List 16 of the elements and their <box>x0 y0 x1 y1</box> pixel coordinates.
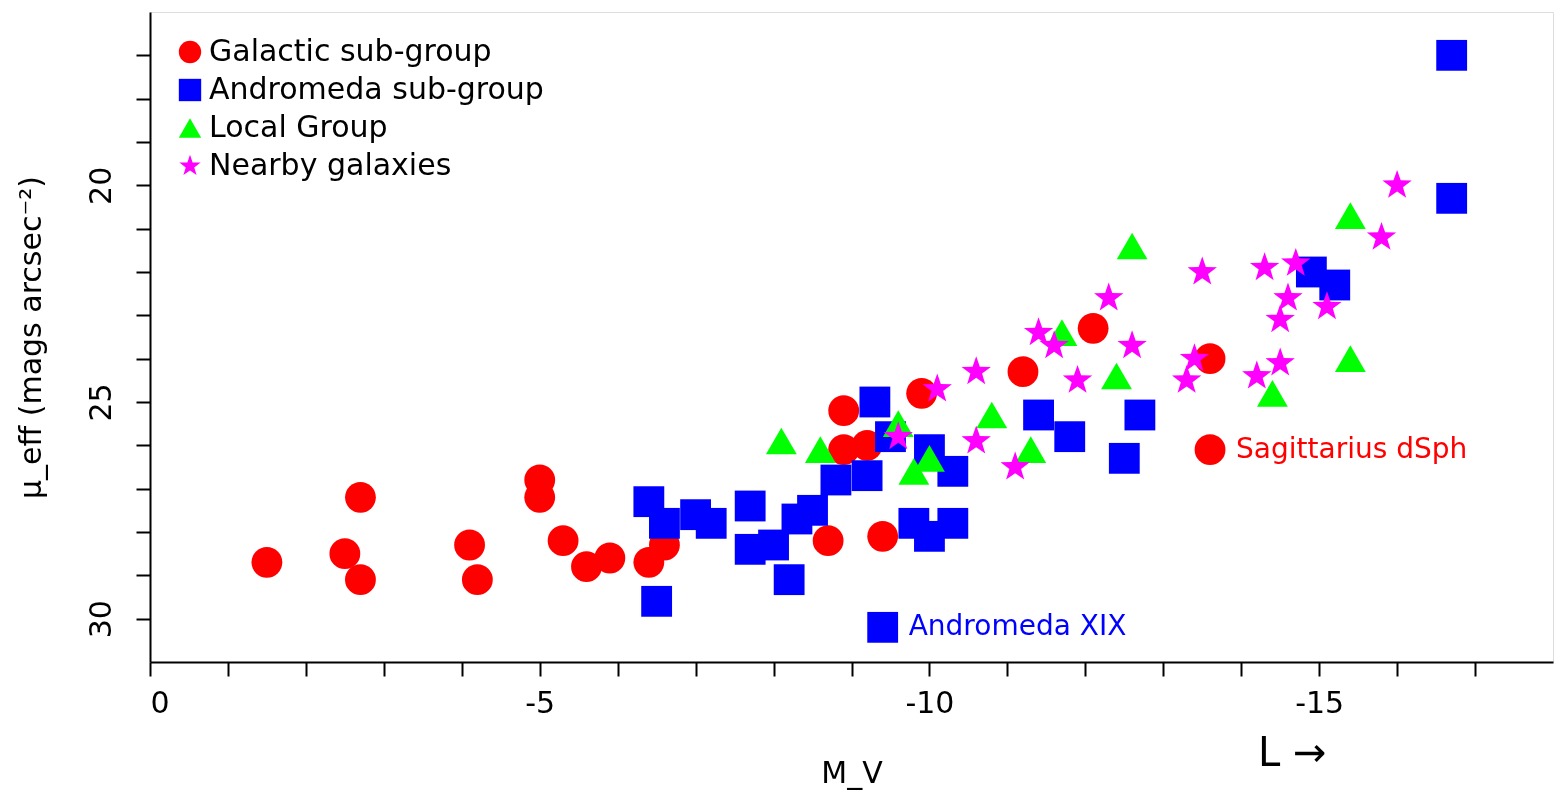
x-tick-label: 0 <box>150 684 170 720</box>
annotation: Andromeda XIX <box>908 609 1127 643</box>
legend-label: Nearby galaxies <box>209 147 452 182</box>
x-axis-title: M_V <box>821 754 884 790</box>
annotation: Sagittarius dSph <box>1236 431 1468 465</box>
text: L → <box>1258 729 1327 775</box>
y-tick-label: 20 <box>82 166 118 205</box>
x-tick-label: -5 <box>525 684 556 720</box>
y-tick-label: 25 <box>82 383 118 422</box>
legend-label: Andromeda sub-group <box>209 71 544 106</box>
legend-label: Local Group <box>209 109 388 144</box>
legend-label: Galactic sub-group <box>209 33 492 68</box>
x-tick-label: -10 <box>905 684 955 720</box>
x-tick-label: -15 <box>1295 684 1345 720</box>
y-axis-title: μ_eff (mags arcsec⁻²) <box>12 176 48 499</box>
y-tick-label: 30 <box>82 600 118 639</box>
